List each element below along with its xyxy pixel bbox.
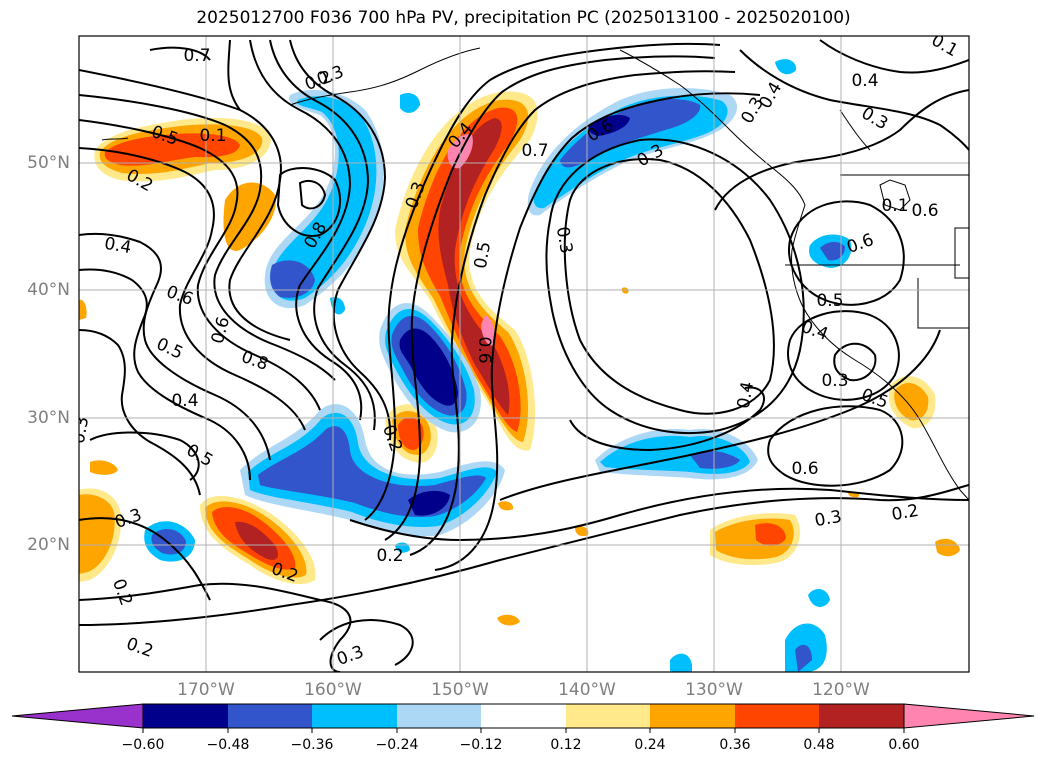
- contour-label: 0.2: [890, 501, 920, 525]
- contour-label: 0.5: [471, 240, 495, 270]
- lon-label-140w: 140°W: [558, 680, 616, 700]
- contour-label: 0.4: [171, 391, 198, 411]
- contour-label: 0.2: [376, 546, 403, 566]
- coastlines: [101, 47, 969, 501]
- colorbar-tick-m048: −0.48: [206, 737, 250, 753]
- map-title: 2025012700 F036 700 hPa PV, precipitatio…: [196, 8, 851, 28]
- precip-negative-patches-east: [144, 234, 852, 672]
- colorbar-tick-p024: 0.24: [634, 737, 666, 753]
- contour-label: 0.6: [474, 336, 494, 363]
- lon-label-170w: 170°W: [177, 680, 235, 700]
- colorbar-tick-p036: 0.36: [719, 737, 751, 753]
- lat-label-50n: 50°N: [27, 153, 70, 173]
- colorbar: [11, 703, 1035, 733]
- lat-label-30n: 30°N: [27, 408, 70, 428]
- contour-label: 0.3: [813, 507, 843, 531]
- colorbar-tick-m036: −0.36: [290, 737, 334, 753]
- colorbar-tick-m024: −0.24: [375, 737, 419, 753]
- contour-label: 0.4: [103, 234, 133, 258]
- lat-label-40n: 40°N: [27, 280, 70, 300]
- colorbar-tick-m012: −0.12: [459, 737, 503, 753]
- colorbar-extend-below: [11, 703, 144, 729]
- colorbar-tick-p012: 0.12: [550, 737, 582, 753]
- colorbar-extend-above: [903, 703, 1035, 729]
- contour-label: 0.1: [199, 126, 226, 146]
- contour-label: 0.3: [552, 225, 576, 255]
- contour-label: 0.3: [69, 415, 93, 445]
- colorbar-bin-p012: [566, 704, 650, 728]
- contour-label: 0.7: [183, 46, 210, 66]
- precip-positive-patches-east: [497, 287, 960, 626]
- colorbar-bin-m024: [397, 704, 481, 728]
- colorbar-bin-p024: [650, 704, 735, 728]
- colorbar-bin-m036: [312, 704, 397, 728]
- contour-label: 0.6: [791, 459, 818, 479]
- contour-label: 0.1: [881, 196, 908, 216]
- contour-label: 0.3: [821, 371, 848, 391]
- contour-label: 0.7: [521, 141, 548, 161]
- contour-label: 0.4: [734, 380, 758, 410]
- precip-positive-patch-west-edge: [79, 299, 121, 582]
- precip-negative-patch-central: [379, 303, 481, 433]
- lon-label-150w: 150°W: [431, 680, 489, 700]
- colorbar-bin-m048: [228, 704, 312, 728]
- colorbar-bin-m012: [481, 704, 566, 728]
- contour-label: 0.4: [851, 71, 878, 91]
- colorbar-tick-m060: −0.60: [121, 737, 165, 753]
- contour-label: 0.6: [911, 201, 938, 221]
- colorbar-tick-p060: 0.60: [888, 737, 920, 753]
- precip-positive-patch-sw: [200, 495, 316, 585]
- contour-label: 0.5: [816, 291, 843, 311]
- lon-label-120w: 120°W: [812, 680, 870, 700]
- colorbar-tick-p048: 0.48: [803, 737, 835, 753]
- colorbar-bin-p048: [819, 704, 904, 728]
- map-frame: [78, 35, 970, 673]
- colorbar-bin-p036: [735, 704, 819, 728]
- precip-positive-patch-155w: [385, 404, 438, 463]
- precip-negative-band-south: [240, 404, 505, 537]
- lon-label-130w: 130°W: [685, 680, 743, 700]
- lon-label-160w: 160°W: [304, 680, 362, 700]
- lat-label-20n: 20°N: [27, 535, 70, 555]
- gridlines: [79, 36, 969, 672]
- colorbar-bin-m060: [143, 704, 228, 728]
